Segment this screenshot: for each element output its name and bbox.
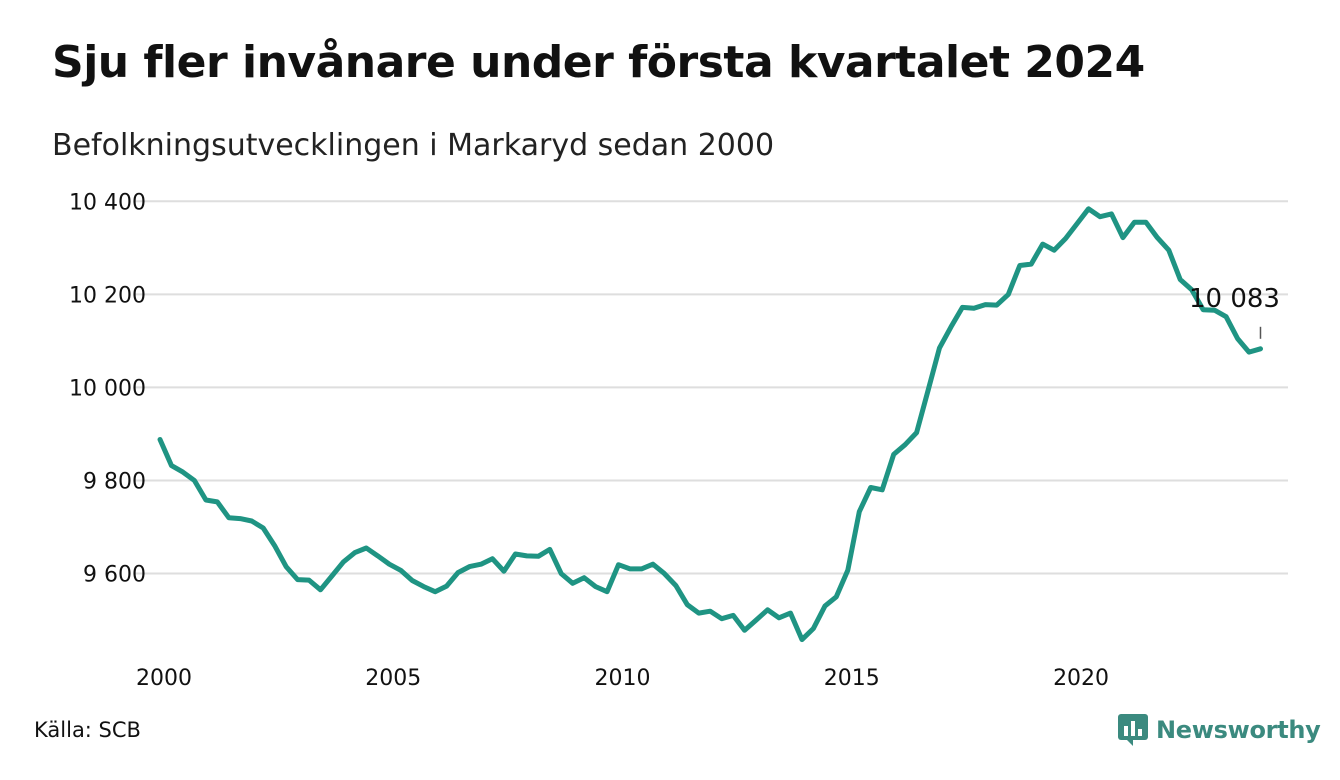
y-axis-tick-labels: 9 600 9 800 10 000 10 200 10 400: [69, 190, 146, 587]
line-chart: 9 600 9 800 10 000 10 200 10 400 2000 2005 201…: [69, 190, 1288, 691]
annotation-label: 10 083: [1189, 284, 1280, 314]
annotation-layer: 10 083: [1189, 284, 1280, 339]
x-tick-label: 2015: [824, 666, 880, 691]
brand-name: Newsworthy: [1156, 716, 1321, 744]
y-tick-label: 10 000: [69, 376, 146, 401]
x-tick-label: 2020: [1053, 666, 1109, 691]
x-tick-label: 2000: [136, 666, 192, 691]
y-tick-label: 9 800: [83, 469, 146, 494]
x-tick-label: 2010: [595, 666, 651, 691]
y-tick-label: 10 400: [69, 190, 146, 215]
brand-logo: Newsworthy: [1118, 714, 1321, 746]
newsworthy-logo-icon: [1118, 714, 1148, 746]
source-note: Källa: SCB: [34, 718, 141, 742]
y-tick-label: 9 600: [83, 563, 146, 588]
series-layer: [157, 206, 1263, 643]
chart-subtitle: Befolkningsutvecklingen i Markaryd sedan…: [52, 128, 775, 163]
series-line: [157, 206, 1263, 643]
chart-title: Sju fler invånare under första kvartalet…: [52, 37, 1145, 88]
x-axis-tick-labels: 2000 2005 2010 2015 2020: [136, 666, 1109, 691]
grid-lines: [134, 200, 1288, 575]
y-tick-label: 10 200: [69, 283, 146, 308]
x-tick-label: 2005: [365, 666, 421, 691]
